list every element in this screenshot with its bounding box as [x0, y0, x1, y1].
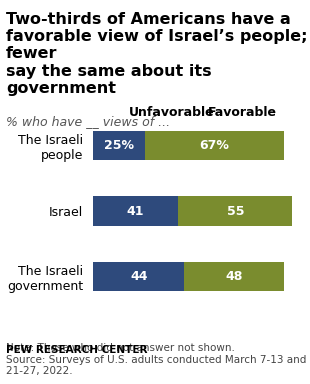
Bar [93, 197, 178, 226]
Text: 25%: 25% [104, 139, 134, 152]
Bar [93, 262, 184, 291]
Text: Favorable: Favorable [208, 106, 277, 119]
Text: Two-thirds of Americans have a
favorable view of Israel’s people; fewer
say the : Two-thirds of Americans have a favorable… [6, 12, 308, 96]
Text: 41: 41 [127, 205, 144, 218]
Bar [93, 131, 145, 161]
Bar [145, 131, 284, 161]
Text: PEW RESEARCH CENTER: PEW RESEARCH CENTER [6, 345, 148, 355]
Text: Unfavorable: Unfavorable [129, 106, 215, 119]
Text: 67%: 67% [200, 139, 229, 152]
Text: Note: Those who did not answer not shown.
Source: Surveys of U.S. adults conduct: Note: Those who did not answer not shown… [6, 343, 310, 376]
Bar [178, 197, 292, 226]
Text: % who have __ views of ...: % who have __ views of ... [6, 115, 170, 128]
Text: 44: 44 [130, 270, 148, 283]
Text: 48: 48 [226, 270, 243, 283]
Text: 55: 55 [227, 205, 244, 218]
Bar [184, 262, 284, 291]
